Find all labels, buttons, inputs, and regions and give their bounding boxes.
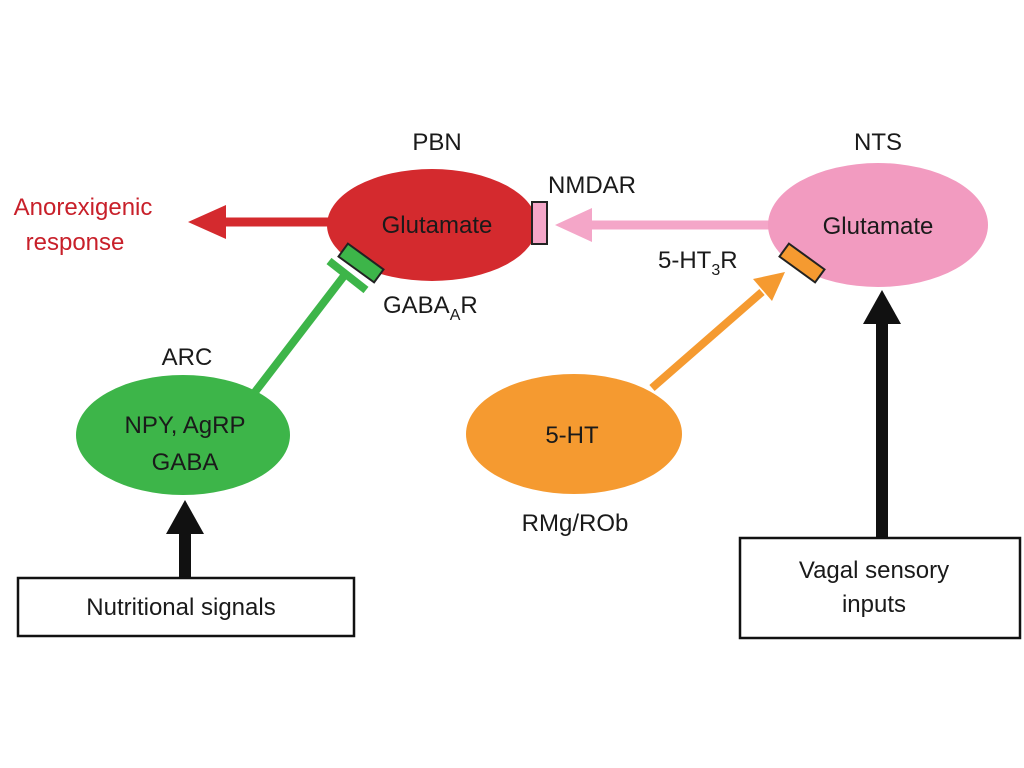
ht3r-label: 5-HT3R xyxy=(658,247,738,279)
gabaar-receptor xyxy=(337,242,385,284)
nutritional-signals-box xyxy=(16,576,356,638)
arc-to-pbn-inhibition xyxy=(251,257,369,395)
vagal-sensory-inputs-box xyxy=(738,536,1022,640)
rmg-rob-neuron xyxy=(466,374,682,494)
nmdar-label: NMDAR xyxy=(548,172,636,199)
vagal-line1-label: Vagal sensory xyxy=(799,557,949,584)
nts-neuron xyxy=(768,163,988,287)
pbn-neuron xyxy=(327,169,537,281)
rmg-region-label: RMg/ROb xyxy=(522,510,629,537)
pbn-transmitter-label: Glutamate xyxy=(382,212,493,239)
nts-transmitter-label: Glutamate xyxy=(823,213,934,240)
vagal-arrow xyxy=(863,290,901,538)
vagal-line2-label: inputs xyxy=(842,591,906,618)
arc-line1-label: NPY, AgRP xyxy=(125,412,246,439)
rmg-transmitter-label: 5-HT xyxy=(545,422,599,449)
arc-line2-label: GABA xyxy=(152,449,219,476)
rmg-to-nts-arrow xyxy=(649,272,785,392)
anorexigenic-arrow xyxy=(188,205,335,239)
arc-region-label: ARC xyxy=(162,344,213,371)
ht3r-receptor xyxy=(778,242,826,284)
nmdar-receptor xyxy=(531,201,548,245)
anorexigenic-line1-label: Anorexigenic xyxy=(14,194,153,221)
nts-region-label: NTS xyxy=(854,129,902,156)
pbn-region-label: PBN xyxy=(412,129,461,156)
nts-to-pbn-arrow xyxy=(555,208,772,242)
gabaar-label: GABAAR xyxy=(383,292,478,324)
arc-neuron xyxy=(76,375,290,495)
anorexigenic-line2-label: response xyxy=(26,229,125,256)
nutritional-arrow xyxy=(166,500,204,578)
nutritional-signals-label: Nutritional signals xyxy=(86,594,275,621)
